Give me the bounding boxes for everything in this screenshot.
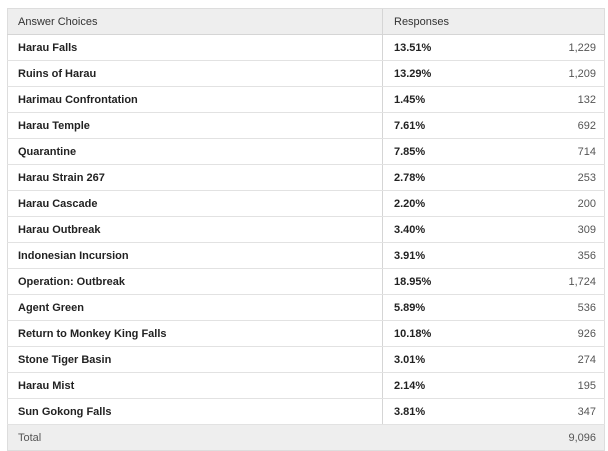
answer-choices-header: Answer Choices bbox=[7, 8, 383, 35]
table-row: Harau Falls 13.51% 1,229 bbox=[7, 34, 605, 61]
answer-choice-label: Harau Cascade bbox=[7, 190, 383, 217]
total-spacer bbox=[382, 424, 548, 451]
answer-choice-label: Indonesian Incursion bbox=[7, 242, 383, 269]
table-row: Harau Cascade 2.20% 200 bbox=[7, 190, 605, 217]
total-row: Total 9,096 bbox=[7, 424, 605, 451]
answer-choice-label: Harau Mist bbox=[7, 372, 383, 399]
table-row: Agent Green 5.89% 536 bbox=[7, 294, 605, 321]
answer-choice-label: Harau Strain 267 bbox=[7, 164, 383, 191]
table-row: Operation: Outbreak 18.95% 1,724 bbox=[7, 268, 605, 295]
table-row: Harau Outbreak 3.40% 309 bbox=[7, 216, 605, 243]
table-row: Sun Gokong Falls 3.81% 347 bbox=[7, 398, 605, 425]
response-percent: 2.14% bbox=[382, 372, 548, 399]
survey-results-table-container: Answer Choices Responses Harau Falls 13.5… bbox=[7, 8, 605, 451]
response-percent: 5.89% bbox=[382, 294, 548, 321]
response-count: 1,229 bbox=[547, 34, 605, 61]
table-header: Answer Choices Responses bbox=[7, 8, 605, 35]
table-row: Harimau Confrontation 1.45% 132 bbox=[7, 86, 605, 113]
response-percent: 1.45% bbox=[382, 86, 548, 113]
table-row: Stone Tiger Basin 3.01% 274 bbox=[7, 346, 605, 373]
responses-header-filler bbox=[547, 8, 605, 35]
answer-choice-label: Quarantine bbox=[7, 138, 383, 165]
header-row: Answer Choices Responses bbox=[7, 8, 605, 35]
response-percent: 18.95% bbox=[382, 268, 548, 295]
response-count: 1,209 bbox=[547, 60, 605, 87]
table-row: Indonesian Incursion 3.91% 356 bbox=[7, 242, 605, 269]
response-count: 132 bbox=[547, 86, 605, 113]
table-row: Ruins of Harau 13.29% 1,209 bbox=[7, 60, 605, 87]
response-percent: 2.20% bbox=[382, 190, 548, 217]
response-count: 195 bbox=[547, 372, 605, 399]
response-count: 200 bbox=[547, 190, 605, 217]
answer-choice-label: Harau Temple bbox=[7, 112, 383, 139]
response-count: 253 bbox=[547, 164, 605, 191]
answer-choice-label: Harau Falls bbox=[7, 34, 383, 61]
response-count: 926 bbox=[547, 320, 605, 347]
response-count: 536 bbox=[547, 294, 605, 321]
answer-choice-label: Agent Green bbox=[7, 294, 383, 321]
answer-choice-label: Sun Gokong Falls bbox=[7, 398, 383, 425]
response-percent: 7.85% bbox=[382, 138, 548, 165]
response-count: 714 bbox=[547, 138, 605, 165]
answer-choice-label: Stone Tiger Basin bbox=[7, 346, 383, 373]
response-count: 356 bbox=[547, 242, 605, 269]
answer-choice-label: Return to Monkey King Falls bbox=[7, 320, 383, 347]
response-percent: 2.78% bbox=[382, 164, 548, 191]
response-percent: 13.51% bbox=[382, 34, 548, 61]
table-row: Quarantine 7.85% 714 bbox=[7, 138, 605, 165]
response-count: 274 bbox=[547, 346, 605, 373]
response-percent: 3.01% bbox=[382, 346, 548, 373]
response-percent: 3.81% bbox=[382, 398, 548, 425]
response-percent: 3.91% bbox=[382, 242, 548, 269]
response-percent: 13.29% bbox=[382, 60, 548, 87]
table-row: Harau Mist 2.14% 195 bbox=[7, 372, 605, 399]
table-body: Harau Falls 13.51% 1,229 Ruins of Harau 13.2… bbox=[7, 34, 605, 425]
responses-header: Responses bbox=[382, 8, 548, 35]
response-count: 309 bbox=[547, 216, 605, 243]
response-count: 347 bbox=[547, 398, 605, 425]
table-row: Harau Temple 7.61% 692 bbox=[7, 112, 605, 139]
answer-choice-label: Ruins of Harau bbox=[7, 60, 383, 87]
response-percent: 10.18% bbox=[382, 320, 548, 347]
response-count: 1,724 bbox=[547, 268, 605, 295]
table-row: Harau Strain 267 2.78% 253 bbox=[7, 164, 605, 191]
table-footer: Total 9,096 bbox=[7, 424, 605, 451]
answer-choice-label: Harimau Confrontation bbox=[7, 86, 383, 113]
answer-choice-label: Operation: Outbreak bbox=[7, 268, 383, 295]
response-percent: 7.61% bbox=[382, 112, 548, 139]
table-row: Return to Monkey King Falls 10.18% 926 bbox=[7, 320, 605, 347]
total-label: Total bbox=[7, 424, 383, 451]
survey-results-table: Answer Choices Responses Harau Falls 13.5… bbox=[7, 8, 605, 451]
response-percent: 3.40% bbox=[382, 216, 548, 243]
response-count: 692 bbox=[547, 112, 605, 139]
total-value: 9,096 bbox=[547, 424, 605, 451]
answer-choice-label: Harau Outbreak bbox=[7, 216, 383, 243]
